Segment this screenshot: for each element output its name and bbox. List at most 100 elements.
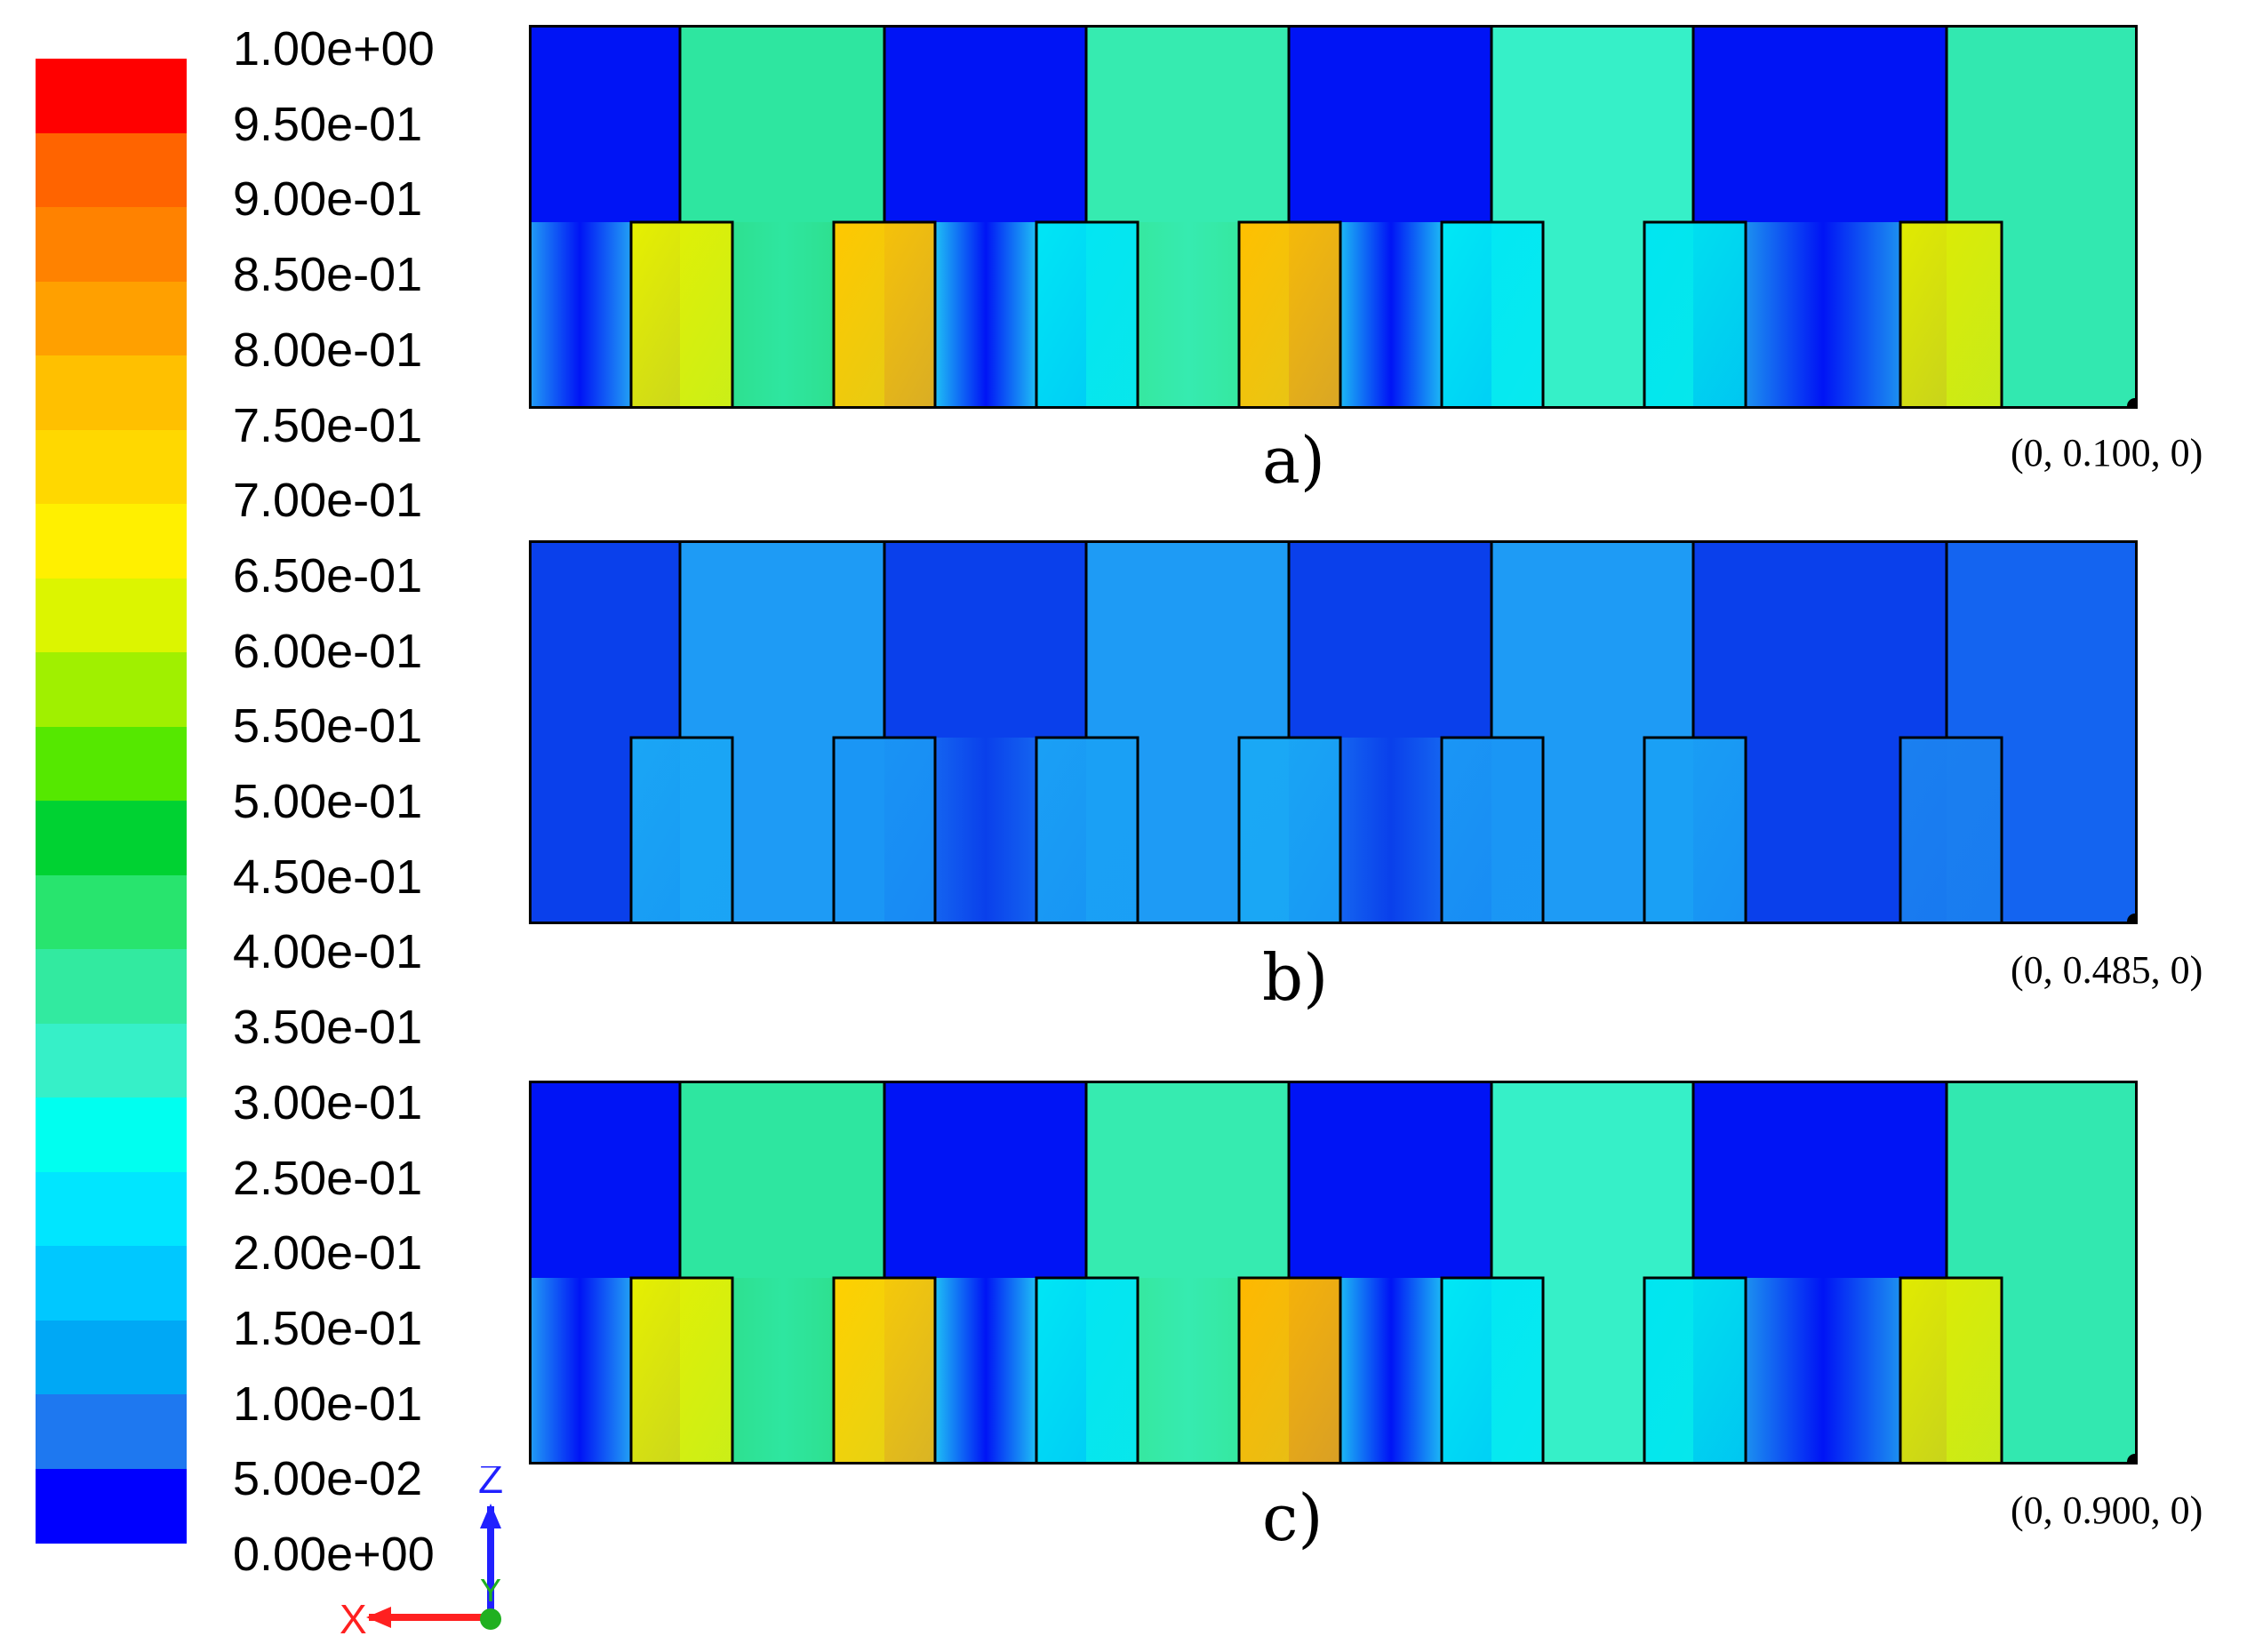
lower-region [1340, 1278, 1442, 1464]
legend-band [36, 59, 187, 134]
lower-region [1543, 222, 1644, 409]
stator-block [1899, 1276, 2003, 1464]
stator-block [1035, 736, 1139, 924]
legend-label: 0.00e+00 [233, 1528, 435, 1581]
legend-label: 7.00e-01 [233, 474, 423, 528]
lower-region [1138, 738, 1239, 924]
legend-band [36, 652, 187, 728]
legend-label: 1.00e+00 [233, 22, 435, 76]
stator-block [1035, 220, 1139, 409]
legend-label: 8.50e-01 [233, 248, 423, 302]
lower-region [1138, 1278, 1239, 1464]
stator-block [1440, 220, 1545, 409]
legend-label: 9.50e-01 [233, 97, 423, 151]
legend-band [36, 949, 187, 1025]
legend-band [36, 1097, 187, 1173]
lower-region [2002, 222, 2138, 409]
lower-region [935, 222, 1036, 409]
stator-block [1440, 1276, 1545, 1464]
coordinate-label-c: (0, 0.900, 0) [2011, 1488, 2203, 1532]
legend-band [36, 1320, 187, 1395]
panel-frame [529, 1081, 2138, 1464]
panel-label-b: b) [1262, 940, 1329, 1015]
stator-block [1440, 736, 1545, 924]
lower-region [732, 222, 834, 409]
stator-block [1035, 1276, 1139, 1464]
panel-label-a: a) [1262, 423, 1326, 498]
stator-block [1899, 220, 2003, 409]
legend-label: 9.00e-01 [233, 172, 423, 227]
x-axis-label: X [340, 1596, 367, 1642]
panel-frame [529, 540, 2138, 924]
lower-region [1543, 738, 1644, 924]
legend-band [36, 355, 187, 431]
lower-region [1746, 222, 1900, 409]
legend-band [36, 578, 187, 653]
stator-block [1643, 1276, 1747, 1464]
legend-band [36, 1246, 187, 1321]
legend-band [36, 801, 187, 876]
lower-region [1340, 738, 1442, 924]
panel-label-c: c) [1262, 1480, 1323, 1555]
legend-label: 2.50e-01 [233, 1151, 423, 1205]
lower-region [732, 738, 834, 924]
stator-block [1899, 736, 2003, 924]
reference-point-marker [2127, 398, 2138, 409]
stator-block [629, 220, 734, 409]
stator-block [1643, 220, 1747, 409]
legend-label: 5.50e-01 [233, 699, 423, 754]
lower-region [1543, 1278, 1644, 1464]
legend-band [36, 132, 187, 208]
legend-label: 5.00e-01 [233, 775, 423, 828]
legend-label: 2.00e-01 [233, 1226, 423, 1281]
legend-label: 1.00e-01 [233, 1377, 423, 1431]
legend-band [36, 429, 187, 505]
legend-label: 4.00e-01 [233, 925, 423, 979]
contour-panel-c [529, 1081, 2138, 1464]
legend-band [36, 1394, 187, 1470]
contour-panel-b [529, 540, 2138, 924]
contour-plot-b [529, 540, 2138, 924]
lower-region [529, 1278, 631, 1464]
legend-label: 8.00e-01 [233, 323, 423, 377]
legend-band [36, 281, 187, 356]
stator-block [1237, 220, 1342, 409]
lower-region [1746, 738, 1900, 924]
legend-label: 6.50e-01 [233, 548, 423, 603]
panel-frame [529, 25, 2138, 409]
legend-label: 3.00e-01 [233, 1075, 423, 1129]
coordinate-label-b: (0, 0.485, 0) [2011, 948, 2203, 992]
legend-label: 1.50e-01 [233, 1301, 423, 1355]
stator-block [1237, 736, 1342, 924]
stator-block [832, 1276, 937, 1464]
lower-region [529, 222, 631, 409]
legend-band [36, 207, 187, 283]
legend-label: 4.50e-01 [233, 850, 423, 904]
contour-plot-a [529, 25, 2138, 409]
lower-region [935, 1278, 1036, 1464]
lower-region [2002, 738, 2138, 924]
lower-region [935, 738, 1036, 924]
color-legend-bar [36, 59, 187, 1544]
lower-region [2002, 1278, 2138, 1464]
lower-region [529, 738, 631, 924]
legend-label: 7.50e-01 [233, 398, 423, 452]
reference-point-marker [2127, 914, 2138, 924]
legend-label: 3.50e-01 [233, 1001, 423, 1055]
axis-triad-icon: Z Y X [340, 1466, 503, 1642]
contour-panel-a [529, 25, 2138, 409]
legend-band [36, 726, 187, 802]
legend-band [36, 1171, 187, 1247]
reference-point-marker [2127, 1454, 2138, 1464]
coordinate-label-a: (0, 0.100, 0) [2011, 431, 2203, 475]
lower-region [1746, 1278, 1900, 1464]
stator-block [629, 736, 734, 924]
lower-region [1340, 222, 1442, 409]
legend-band [36, 1023, 187, 1098]
stator-block [1237, 1276, 1342, 1464]
legend-band [36, 874, 187, 950]
legend-label: 6.00e-01 [233, 624, 423, 678]
lower-region [732, 1278, 834, 1464]
stator-block [1643, 736, 1747, 924]
legend-band [36, 1468, 187, 1544]
